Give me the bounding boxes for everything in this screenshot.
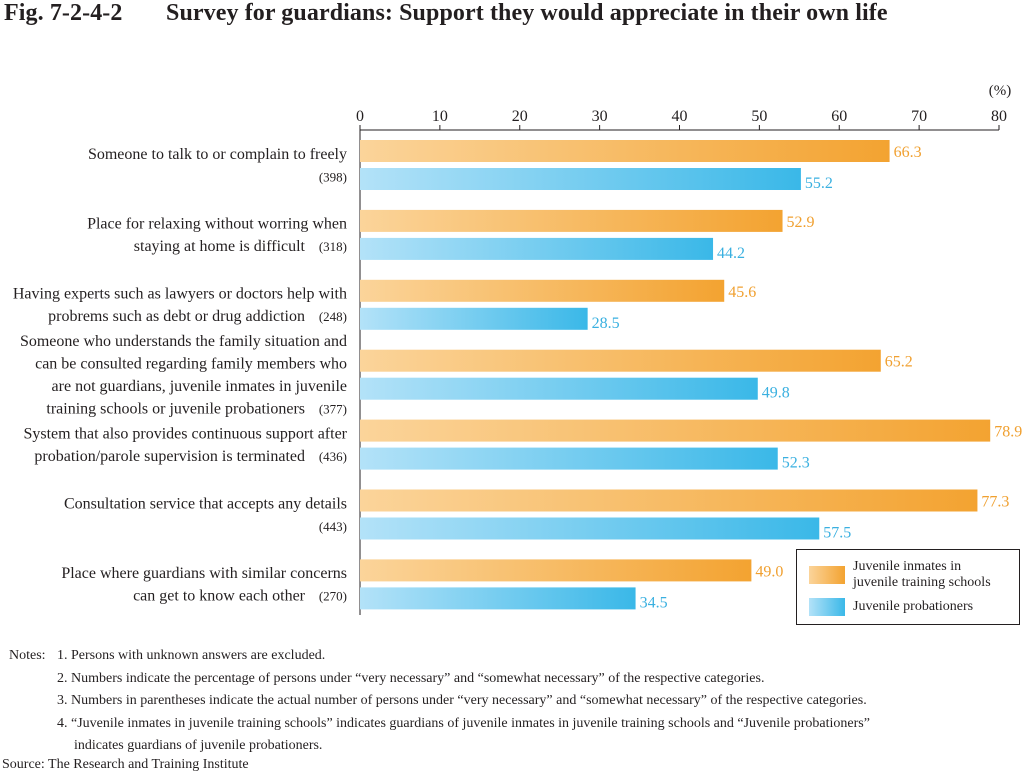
note-3: 3. Numbers in parentheses indicate the a…	[57, 693, 867, 708]
bar-training-schools	[360, 209, 783, 232]
x-axis: 0 10 20 30 40 50 60 70 80 (%)	[356, 83, 1011, 615]
bar-probationers	[360, 307, 588, 330]
category-count: (377)	[319, 401, 347, 416]
unit-label: (%)	[989, 83, 1012, 99]
bar-chart: 0 10 20 30 40 50 60 70 80 (%) Someone to talk to …	[13, 83, 1022, 615]
data-label-probationers: 28.5	[592, 315, 620, 332]
category-count: (248)	[319, 309, 347, 324]
category-label: probrems such as debt or drug addiction	[48, 308, 305, 325]
notes: Notes: 1. Persons with unknown answers ar…	[9, 645, 870, 758]
bar-training-schools	[360, 349, 881, 372]
data-label-training-schools: 66.3	[894, 144, 922, 161]
x-tick-label: 50	[751, 108, 767, 125]
bar-probationers	[360, 377, 758, 400]
legend-label-training-schools: Juvenile inmates in juvenile training sc…	[853, 559, 991, 590]
category-label: can get to know each other	[133, 588, 306, 605]
x-tick-label: 60	[831, 108, 847, 125]
bar-probationers	[360, 587, 636, 610]
notes-lead: Notes:	[9, 648, 46, 663]
data-label-training-schools: 52.9	[787, 214, 815, 231]
data-label-training-schools: 49.0	[755, 563, 783, 580]
data-label-probationers: 34.5	[640, 594, 668, 611]
legend-item-training-schools: Juvenile inmates in juvenile training sc…	[809, 559, 991, 591]
data-label-probationers: 57.5	[823, 525, 851, 542]
category-label: probation/parole supervision is terminat…	[34, 448, 305, 465]
category-label: staying at home is difficult	[134, 238, 306, 255]
x-tick-label: 0	[356, 108, 364, 125]
data-label-training-schools: 77.3	[981, 494, 1009, 511]
category-count: (443)	[319, 519, 347, 534]
bar-training-schools	[360, 140, 890, 162]
data-label-probationers: 52.3	[782, 455, 810, 472]
legend-label-probationers: Juvenile probationers	[853, 599, 974, 614]
legend-swatch-blue	[809, 598, 845, 616]
note-2: 2. Numbers indicate the percentage of pe…	[57, 670, 765, 686]
x-tick-label: 10	[432, 108, 448, 125]
x-tick-label: 30	[592, 108, 608, 125]
bar-training-schools	[360, 279, 725, 302]
data-label-training-schools: 65.2	[885, 354, 913, 371]
legend-item-probationers: Juvenile probationers	[809, 598, 973, 616]
category-labels: Someone to talk to or complain to freely…	[13, 146, 348, 605]
source-line: Source: The Research and Training Instit…	[2, 757, 249, 772]
category-label: Someone to talk to or complain to freely	[88, 146, 347, 163]
data-label-training-schools: 78.9	[994, 424, 1022, 441]
bar-training-schools	[360, 489, 978, 512]
note-4: 4. “Juvenile inmates in juvenile trainin…	[57, 715, 870, 731]
category-label: Consultation service that accepts any de…	[64, 495, 347, 512]
x-tick-label: 20	[512, 108, 528, 125]
bar-training-schools	[360, 559, 752, 582]
x-tick-label: 80	[991, 108, 1007, 125]
figure-title-bar: Fig. 7-2-4-2 Survey for guardians: Suppor…	[4, 0, 888, 27]
note-1: Notes: 1. Persons with unknown answers ar…	[9, 645, 870, 668]
category-count: (436)	[319, 449, 347, 464]
data-label-probationers: 49.8	[762, 385, 790, 402]
bars: 66.3 55.2 52.9 44.2 45.6 28.5 65.2 49.8 78.9 52.3…	[360, 140, 1022, 611]
legend-swatch-orange	[809, 566, 845, 584]
category-label: Place for relaxing without worring when	[87, 216, 347, 233]
category-count: (318)	[319, 239, 347, 254]
bar-probationers	[360, 447, 778, 470]
category-label: System that also provides continuous sup…	[23, 425, 347, 442]
bar-probationers	[360, 237, 714, 260]
data-label-training-schools: 45.6	[728, 284, 756, 301]
category-label: can be consulted regarding family member…	[35, 355, 347, 372]
category-count: (270)	[319, 589, 347, 604]
category-label: are not guardians, juvenile inmates in j…	[52, 378, 347, 395]
data-label-probationers: 55.2	[805, 175, 833, 192]
category-label: Someone who understands the family situa…	[20, 333, 347, 350]
figure-number: Fig. 7-2-4-2	[4, 0, 123, 26]
category-label: Place where guardians with similar conce…	[61, 565, 347, 582]
x-tick-label: 70	[911, 108, 927, 125]
figure-title: Survey for guardians: Support they would…	[166, 0, 888, 26]
note-4-cont: indicates guardians of juvenile probatio…	[74, 738, 323, 753]
bar-training-schools	[360, 419, 991, 442]
bar-probationers	[360, 168, 801, 190]
category-label: training schools or juvenile probationer…	[46, 400, 305, 417]
chart-legend: Juvenile inmates in juvenile training sc…	[796, 549, 1020, 625]
bar-probationers	[360, 517, 820, 540]
category-label: Having experts such as lawyers or doctor…	[13, 286, 347, 303]
category-count: (398)	[319, 169, 347, 184]
x-tick-label: 40	[672, 108, 688, 125]
data-label-probationers: 44.2	[717, 245, 745, 262]
